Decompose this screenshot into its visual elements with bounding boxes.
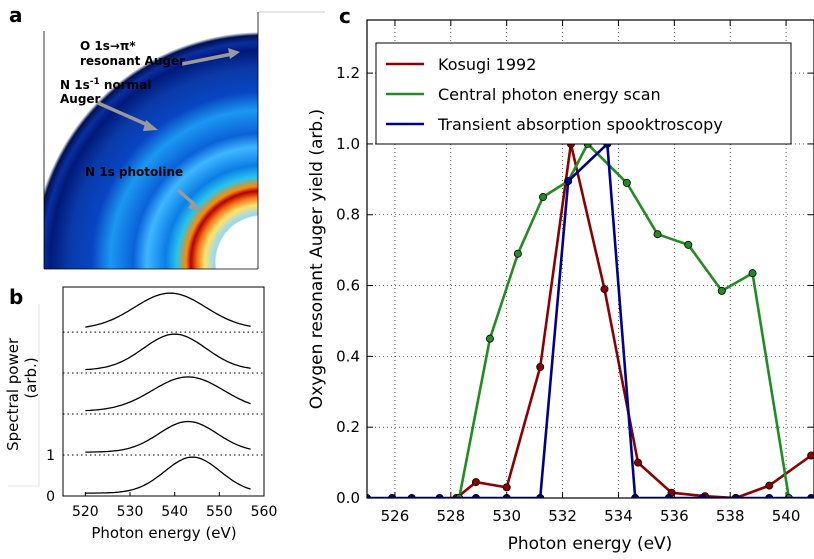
data-point [633, 458, 642, 467]
panel-c-xticks: 526 528 530 532 534 536 538 540 [381, 20, 801, 525]
panel-c-series [367, 139, 814, 498]
data-point [539, 193, 548, 202]
legend-entry: Kosugi 1992 [438, 55, 536, 74]
data-point [807, 451, 814, 460]
panel-b-letter: b [9, 285, 23, 309]
xtick: 538 [716, 20, 745, 525]
xtick-label: 560 [251, 504, 278, 520]
panel-c-letter: c [339, 4, 351, 28]
panel-a-letter: a [9, 3, 23, 27]
data-point [536, 362, 545, 371]
xtick: 536 [660, 20, 689, 525]
xtick-label: 528 [436, 507, 465, 525]
data-point [502, 483, 511, 492]
xtick-label: 538 [716, 507, 745, 525]
xtick-label: 536 [660, 507, 689, 525]
xtick-label: 550 [206, 504, 233, 520]
panel-b-xlabel: Photon energy (eV) [91, 524, 236, 542]
ytick: 0.2 [336, 418, 814, 436]
series-line-1 [457, 142, 791, 498]
series-line-2 [367, 142, 812, 498]
annotation-n1s-normal: N 1s-1 normal Auger [60, 77, 156, 106]
ytick-label: 0.2 [336, 418, 360, 436]
xtick: 534 [604, 20, 633, 525]
xtick: 550 [206, 492, 233, 520]
ytick: 1.0 [336, 135, 814, 153]
ytick-label: 1.0 [336, 135, 360, 153]
panel-b-yticks: 01 [46, 448, 55, 505]
xtick: 530 [117, 492, 144, 520]
ytick-label: 0.8 [336, 206, 360, 224]
data-point [471, 478, 480, 487]
panel-b-axes [8, 286, 265, 497]
xtick-label: 534 [604, 507, 633, 525]
ytick: 0.6 [336, 277, 814, 295]
ytick: 1.2 [336, 64, 814, 82]
xtick: 530 [492, 20, 521, 525]
annotation-n1s-photoline: N 1s photoline [85, 165, 183, 179]
panel-c-yticks: 0.0 0.2 0.4 0.6 0.8 1.0 1.2 [336, 64, 814, 507]
xtick: 540 [772, 20, 801, 525]
panel-b-curves [63, 292, 264, 494]
legend-entry: Transient absorption spooktroscopy [437, 115, 723, 134]
data-point [600, 285, 609, 294]
spectrum-curve-3 [85, 333, 251, 371]
ytick-label: 0.4 [336, 347, 360, 365]
panel-c-ylabel: Oxygen resonant Auger yield (arb.) [307, 109, 327, 409]
series-line-0 [455, 142, 812, 498]
arrow-n1s-normal [97, 101, 158, 131]
xtick-label: 540 [772, 507, 801, 525]
ytick: 0.8 [336, 206, 814, 224]
detector-image [43, 11, 325, 270]
data-point [485, 334, 494, 343]
ytick-label: 0 [46, 489, 55, 505]
data-point [765, 481, 774, 490]
ytick: 0.0 [336, 489, 814, 507]
spectrum-curve-4 [85, 292, 251, 328]
data-point [564, 177, 573, 186]
ytick-label: 1.2 [336, 64, 360, 82]
xtick: 560 [251, 492, 278, 520]
arrow-n1s-photoline [176, 188, 202, 212]
panel-b-ylabel: Spectral power (arb.) [4, 333, 40, 451]
ytick-label: 0.0 [336, 489, 360, 507]
xtick: 540 [161, 492, 188, 520]
xtick: 526 [381, 20, 410, 525]
xtick-label: 530 [492, 507, 521, 525]
xtick: 520 [72, 492, 99, 520]
data-point [684, 240, 693, 249]
xtick: 528 [436, 20, 465, 525]
spectrum-curve-1 [85, 420, 251, 453]
spectrum-curve-0 [85, 456, 251, 494]
data-point [653, 230, 662, 239]
data-point [717, 286, 726, 295]
panel-b-xticks: 520 530 540 550 560 [72, 492, 277, 520]
panel-c-xlabel: Photon energy (eV) [508, 534, 673, 554]
xtick: 532 [548, 20, 577, 525]
xtick-label: 530 [117, 504, 144, 520]
legend-entry: Central photon energy scan [438, 85, 661, 104]
arrow-o1s [181, 48, 240, 66]
panel-c-frame [366, 19, 814, 499]
data-point [748, 269, 757, 278]
annotation-o1s: O 1s→π* resonant Auger [80, 39, 185, 68]
panel-c-legend: Kosugi 1992 Central photon energy scan Tra… [375, 42, 792, 145]
xtick-label: 520 [72, 504, 99, 520]
ytick-label: 1 [46, 448, 55, 464]
spectrum-curve-2 [85, 376, 251, 412]
xtick-label: 540 [161, 504, 188, 520]
ytick-label: 0.6 [336, 277, 360, 295]
xtick-label: 526 [381, 507, 410, 525]
data-point [622, 178, 631, 187]
xtick-label: 532 [548, 507, 577, 525]
data-point [513, 249, 522, 258]
ytick: 0.4 [336, 347, 814, 365]
